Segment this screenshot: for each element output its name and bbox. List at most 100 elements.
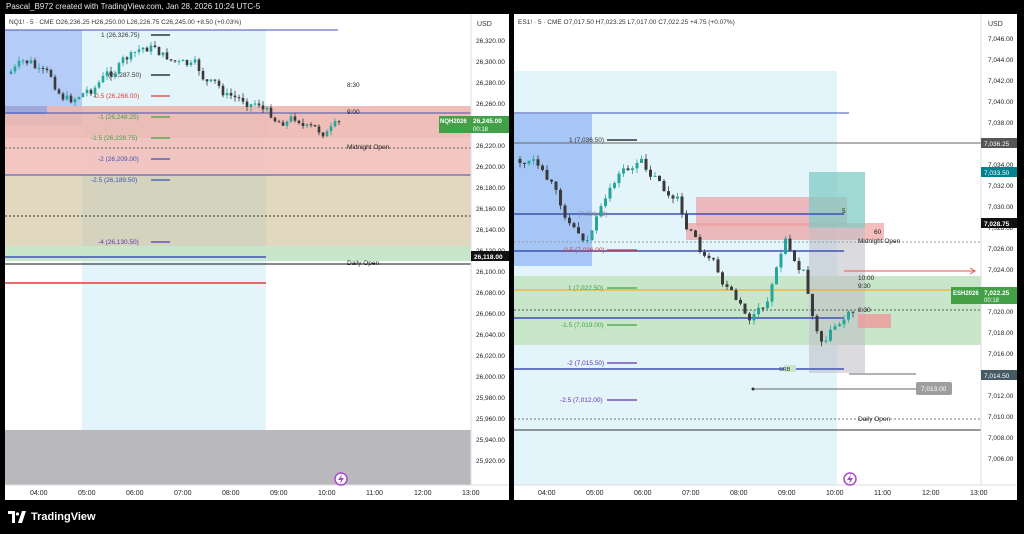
candle-body [851,311,855,313]
es-chart-panel[interactable]: 1 (7,036.50) (7,030.00) -0.5 (7,026.00) … [514,14,1017,500]
price-tag [981,138,1017,148]
time-tick: 07:00 [682,490,700,497]
time-tick: 04:00 [538,490,556,497]
candle-body [189,62,193,65]
price-tick: 26,100.00 [476,269,505,276]
candle-body [721,272,724,285]
time-tick: 06:00 [126,490,144,497]
candle-body [205,79,209,82]
price-tick: 7,012.00 [988,393,1014,400]
lower-gray-zone [5,430,471,485]
price-tick: 7,028.00 [988,225,1014,232]
candle-body [626,168,630,171]
candle-body [829,329,832,341]
price-tick: 25,980.00 [476,395,505,402]
marked-price-tag [471,251,509,261]
candle-body [820,331,823,342]
fib-label: -0.5 (7,026.00) [562,247,605,254]
candle-body [806,269,810,294]
time-tick: 11:00 [874,490,891,497]
candle-body [685,213,688,230]
price-tick: 26,180.00 [476,185,505,192]
price-tick: 26,080.00 [476,290,505,297]
candle-body [775,267,778,285]
candle-body [93,87,97,94]
candle-body [33,60,37,69]
candle-body [237,97,241,99]
fib-label: -2 (7,015.50) [567,360,604,367]
nq-chart-panel[interactable]: 1 (26,326.75) (26,287.50) -0.5 (26,268.0… [5,14,509,500]
candle-body [743,303,747,314]
price-tick: 7,042.00 [988,78,1014,85]
candle-body [73,98,77,103]
svg-text:7,013.00: 7,013.00 [921,386,947,393]
price-tick: 7,018.00 [988,330,1014,337]
srb-tag [784,365,796,372]
candle-body [689,229,693,231]
candle-body [640,158,643,163]
svg-text:7,033.50: 7,033.50 [984,170,1010,177]
candle-body [712,258,715,260]
candle-body [572,223,576,228]
candle-body [261,105,265,110]
candle-body [181,59,185,62]
candle-body [193,59,197,63]
symbol-info[interactable]: ES1! · 5 · CME O7,017.50 H7,023.25 L7,01… [518,19,735,26]
candle-body [518,159,522,164]
price-tick: 7,016.00 [988,351,1014,358]
time-axis[interactable]: 04:00 05:00 06:00 07:00 08:00 09:00 10:00 11:00… [538,490,988,497]
candle-body [185,59,189,65]
candle-body [153,45,157,48]
candle-body [725,284,729,287]
candle-body [177,61,181,63]
price-tag [981,218,1017,228]
candle-body [599,206,603,217]
candle-body [233,95,237,98]
candle-body [249,104,253,107]
candle-body [105,71,109,76]
price-tick: 26,000.00 [476,374,505,381]
currency-label: USD [477,21,492,28]
time-tick: 04:00 [30,490,48,497]
fib-label: -2.5 (26,189.50) [91,177,137,184]
candle-body [523,163,526,165]
symbol-info[interactable]: NQ1! · 5 · CME O26,236.25 H26,250.00 L26… [9,19,241,26]
candle-body [69,95,73,103]
price-tick: 25,920.00 [476,458,505,465]
candle-body [833,326,837,330]
candle-body [563,205,567,218]
currency-label: USD [988,21,1003,28]
time-annotation: 8:30 [347,82,360,89]
svg-text:SRB: SRB [779,367,791,373]
candle-body [536,159,540,166]
tradingview-logo[interactable]: TradingView [8,511,96,523]
price-axis[interactable]: 7,046.00 7,044.00 7,042.00 7,040.00 7,038.00… [988,36,1014,463]
fib-label: -0.5 (26,268.00) [93,93,139,100]
candle-body [145,47,149,52]
candle-body [797,261,801,271]
current-price-tag [471,116,509,133]
fvg-red-lower [5,138,471,175]
time-annotation: 9:00 [347,109,360,116]
candle-body [133,51,137,53]
time-tick: 09:00 [778,490,796,497]
candle-body [770,284,774,302]
candle-body [169,59,173,61]
candle-body [644,158,648,170]
price-tick: 26,260.00 [476,101,505,108]
candle-body [617,173,621,184]
price-tick: 7,038.00 [988,120,1014,127]
candle-body [559,189,562,206]
candle-body [541,165,544,170]
candle-body [165,52,169,60]
time-tick: 05:00 [78,490,96,497]
lightning-icon[interactable] [843,472,857,486]
midnight-open-label: Midnight Open [858,238,901,245]
candles [9,41,341,139]
lightning-icon[interactable] [334,472,348,486]
time-axis[interactable]: 04:00 05:00 06:00 07:00 08:00 09:00 10:00 11:00… [30,490,480,497]
price-tick: 26,200.00 [476,164,505,171]
svg-text:7,028.75: 7,028.75 [984,221,1010,228]
candle-body [337,121,341,123]
candle-body [766,301,769,309]
